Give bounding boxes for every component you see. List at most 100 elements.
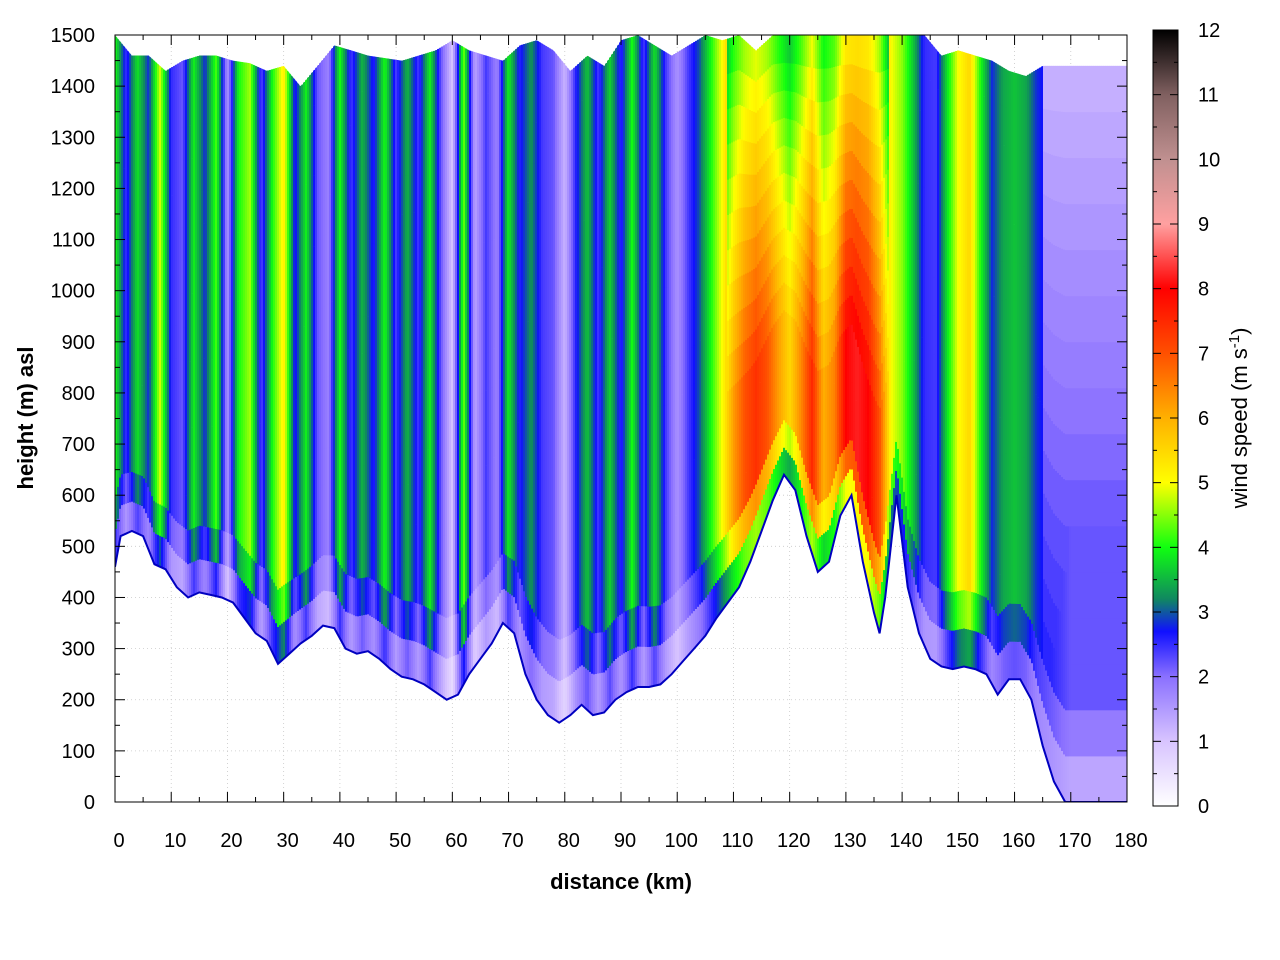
- wind-cell: [613, 579, 616, 621]
- wind-cell: [437, 532, 440, 574]
- wind-cell: [551, 509, 554, 552]
- wind-cell: [455, 573, 458, 615]
- wind-cell: [137, 264, 140, 295]
- wind-cell: [291, 435, 294, 472]
- wind-cell: [171, 227, 174, 260]
- wind-cell: [385, 475, 388, 514]
- wind-cell: [657, 605, 660, 646]
- wind-cell: [641, 605, 644, 647]
- wind-cell: [315, 67, 318, 104]
- wind-cell: [141, 385, 144, 416]
- wind-cell: [121, 105, 124, 137]
- wind-cell: [497, 488, 500, 525]
- wind-cell: [379, 245, 382, 284]
- wind-cell: [479, 545, 482, 585]
- wind-cell: [313, 281, 316, 317]
- wind-cell: [153, 531, 156, 564]
- wind-cell: [401, 99, 404, 138]
- wind-cell: [637, 320, 640, 362]
- wind-cell: [445, 125, 448, 168]
- wind-cell: [497, 202, 500, 239]
- wind-cell: [563, 678, 566, 720]
- wind-cell: [121, 320, 124, 352]
- wind-cell: [511, 522, 514, 560]
- wind-cell: [337, 303, 340, 342]
- wind-cell: [233, 94, 236, 129]
- wind-cell: [321, 555, 324, 592]
- wind-cell: [481, 129, 484, 168]
- wind-cell: [561, 349, 564, 392]
- wind-cell: [127, 141, 130, 172]
- wind-cell: [285, 142, 288, 180]
- wind-cell: [507, 234, 510, 271]
- wind-cell: [413, 524, 416, 564]
- wind-cell: [445, 44, 448, 86]
- wind-cell: [677, 282, 680, 322]
- wind-cell: [547, 255, 550, 298]
- wind-cell: [583, 666, 586, 708]
- wind-cell: [677, 436, 680, 475]
- wind-cell: [697, 379, 700, 418]
- wind-cell: [329, 410, 332, 448]
- wind-cell: [153, 280, 156, 313]
- wind-cell: [247, 167, 250, 204]
- wind-cell: [679, 511, 682, 550]
- wind-cell: [703, 299, 706, 337]
- wind-cell: [157, 252, 160, 284]
- wind-cell: [351, 351, 354, 390]
- wind-cell: [459, 448, 462, 490]
- wind-cell: [213, 494, 216, 529]
- wind-cell: [445, 330, 448, 372]
- wind-cell: [451, 615, 454, 657]
- wind-cell: [603, 672, 606, 713]
- wind-cell: [241, 442, 244, 477]
- wind-cell: [457, 43, 460, 85]
- wind-cell: [511, 414, 514, 451]
- wind-cell: [441, 87, 444, 128]
- wind-cell: [121, 504, 124, 536]
- wind-cell: [387, 172, 390, 211]
- wind-cell: [157, 534, 160, 567]
- wind-cell: [183, 93, 186, 128]
- wind-cell: [345, 48, 348, 87]
- wind-cell: [633, 444, 636, 486]
- wind-cell: [475, 243, 478, 283]
- wind-cell: [469, 284, 472, 324]
- wind-cell: [131, 471, 134, 502]
- wind-cell: [115, 462, 118, 497]
- wind-cell: [557, 638, 560, 681]
- wind-cell: [647, 565, 650, 607]
- wind-cell: [619, 205, 622, 247]
- wind-cell: [431, 370, 434, 411]
- wind-cell: [319, 274, 322, 311]
- wind-cell: [431, 490, 434, 531]
- wind-cell: [455, 164, 458, 206]
- wind-cell: [205, 392, 208, 427]
- wind-cell: [363, 278, 366, 317]
- wind-cell: [351, 426, 354, 465]
- wind-cell: [673, 285, 676, 325]
- wind-cell: [485, 55, 488, 93]
- wind-cell: [255, 562, 258, 599]
- wind-cell: [369, 466, 372, 504]
- wind-cell: [421, 526, 424, 566]
- wind-cell: [525, 636, 528, 676]
- wind-cell: [299, 329, 302, 366]
- wind-cell: [579, 182, 582, 224]
- wind-cell: [613, 660, 616, 702]
- wind-cell: [339, 379, 342, 418]
- wind-cell: [151, 277, 154, 309]
- wind-cell: [287, 618, 290, 656]
- wind-cell: [559, 99, 562, 142]
- wind-cell: [311, 459, 314, 496]
- wind-cell: [623, 39, 626, 81]
- wind-cell: [253, 525, 256, 561]
- wind-cell: [671, 635, 674, 675]
- wind-cell: [457, 84, 460, 126]
- wind-cell: [659, 485, 662, 526]
- wind-cell: [639, 117, 642, 159]
- wind-cell: [331, 120, 334, 157]
- wind-cell: [565, 187, 568, 229]
- wind-cell: [397, 482, 400, 521]
- wind-cell: [631, 363, 634, 405]
